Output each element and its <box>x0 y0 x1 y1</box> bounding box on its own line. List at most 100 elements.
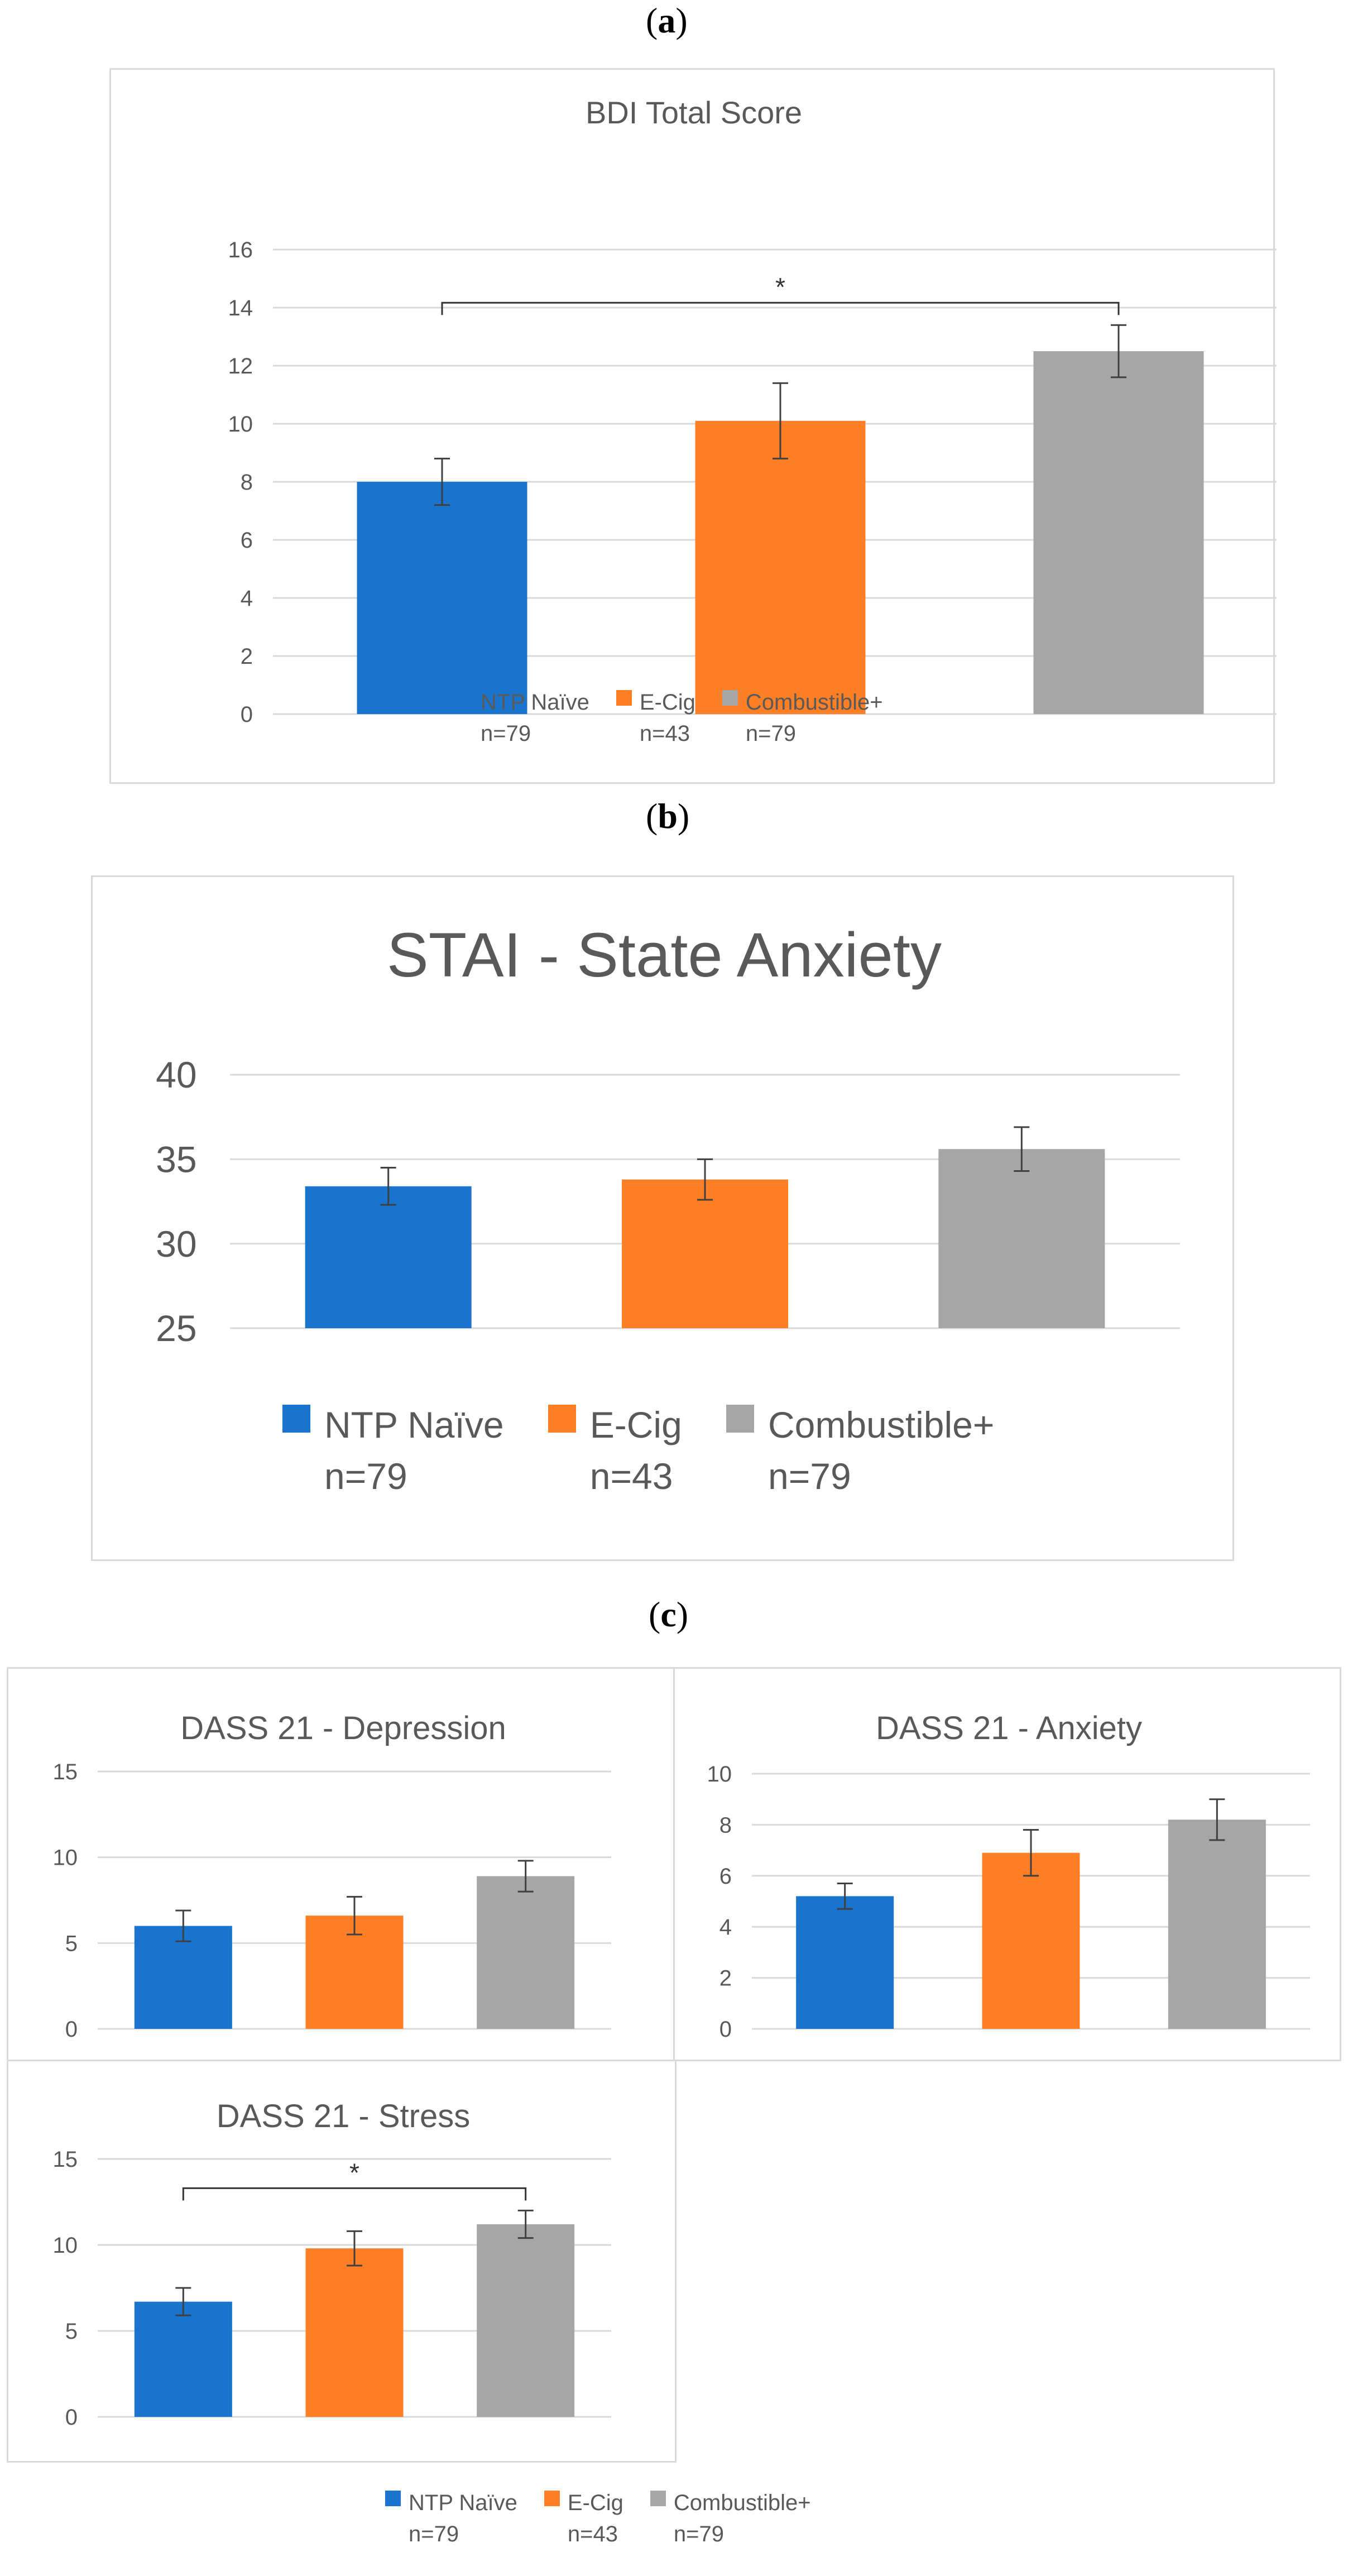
chart-title: DASS 21 - Depression <box>180 1710 506 1746</box>
bar-dass_stress-0 <box>134 2301 232 2417</box>
chart-title: STAI - State Anxiety <box>387 920 942 990</box>
significance-bracket <box>182 2187 527 2201</box>
legend-label: Combustible+ <box>673 2491 811 2515</box>
legend-sample-size: n=79 <box>745 721 797 746</box>
y-tick-label: 2 <box>241 644 253 669</box>
legend-sample-size: n=79 <box>481 721 531 746</box>
y-tick-label: 8 <box>719 1813 732 1837</box>
y-tick-label: 4 <box>241 586 253 611</box>
y-tick-label: 12 <box>228 354 253 379</box>
legend-dass: NTP Naïve n=79 E-Cig n=43 Combustible+ n=79 <box>385 2487 943 2571</box>
bar-stai-1 <box>622 1179 788 1328</box>
legend-item: Combustible+ n=79 <box>650 2487 811 2571</box>
y-tick-label: 8 <box>241 470 253 495</box>
y-tick-label: 6 <box>719 1864 732 1889</box>
y-tick-label: 10 <box>707 1762 732 1787</box>
legend-swatch <box>722 690 738 706</box>
significance-star: * <box>349 2158 359 2187</box>
legend-label: Combustible+ <box>745 690 883 715</box>
y-tick-label: 15 <box>53 1760 78 1784</box>
legend-swatch <box>616 690 632 706</box>
legend-item: NTP Naïve n=79 <box>385 2487 517 2571</box>
bar-dass_anx-0 <box>796 1896 894 2029</box>
y-tick-label: 14 <box>228 296 253 320</box>
legend-sample-size: n=79 <box>673 2522 725 2546</box>
bar-dass_stress-2 <box>477 2224 575 2417</box>
chart-dass-stress-svg: DASS 21 - Stress 0 5 10 15 * <box>53 2098 611 2430</box>
y-tick-label: 30 <box>156 1223 196 1265</box>
bar-bdi-1 <box>695 420 866 714</box>
legend-swatch <box>548 1404 576 1433</box>
legend-swatch <box>385 2491 401 2506</box>
chart-dass-anxiety: DASS 21 - Anxiety 0 2 4 6 8 10 <box>673 1667 1341 2061</box>
legend-sample-size: n=79 <box>409 2522 459 2546</box>
legend-swatch <box>282 1404 310 1433</box>
legend-item: Combustible+ n=79 <box>722 687 883 765</box>
y-tick-label: 40 <box>156 1054 196 1095</box>
y-tick-label: 4 <box>719 1915 732 1940</box>
legend-sample-size: n=43 <box>589 1455 673 1497</box>
bar-bdi-2 <box>1033 351 1204 714</box>
legend-label: E-Cig <box>639 690 695 715</box>
legend-sample-size: n=79 <box>324 1455 407 1497</box>
legend-item: NTP Naïve n=79 <box>282 1399 504 1533</box>
legend-item: NTP Naïve n=79 <box>457 687 589 765</box>
chart-dass-stress: DASS 21 - Stress 0 5 10 15 * <box>7 2060 677 2463</box>
panel-label-c: (c) <box>649 1595 689 1634</box>
bar-dass_dep-2 <box>477 1876 575 2029</box>
chart-dass-depression: DASS 21 - Depression 0 5 10 15 <box>7 1667 677 2061</box>
chart-title: DASS 21 - Anxiety <box>876 1710 1142 1746</box>
y-tick-label: 25 <box>156 1308 196 1349</box>
y-tick-label: 15 <box>53 2147 78 2172</box>
y-tick-label: 0 <box>65 2017 78 2042</box>
y-tick-label: 35 <box>156 1138 196 1180</box>
y-tick-label: 16 <box>228 238 253 262</box>
legend-label: NTP Naïve <box>409 2491 517 2515</box>
legend-label: Combustible+ <box>767 1404 995 1445</box>
legend-label: NTP Naïve <box>324 1404 504 1445</box>
bar-dass_dep-0 <box>134 1926 232 2029</box>
legend-label: E-Cig <box>589 1404 682 1445</box>
bar-stai-0 <box>305 1186 472 1328</box>
y-tick-label: 0 <box>65 2405 78 2430</box>
y-tick-label: 5 <box>65 1931 78 1956</box>
y-tick-label: 2 <box>719 1966 732 1991</box>
legend-sample-size: n=43 <box>639 721 690 746</box>
panel-label-a: (a) <box>646 1 688 40</box>
chart-stai-svg: STAI - State Anxiety 25 30 35 40 <box>156 920 1180 1349</box>
chart-title: BDI Total Score <box>586 95 802 130</box>
chart-title: DASS 21 - Stress <box>217 2098 470 2134</box>
legend-swatch <box>457 690 473 706</box>
y-tick-label: 10 <box>53 2233 78 2258</box>
legend-sample-size: n=43 <box>567 2522 618 2546</box>
legend-item: Combustible+ n=79 <box>726 1399 994 1533</box>
significance-bracket <box>441 301 1120 315</box>
significance-star: * <box>775 272 785 301</box>
legend-sample-size: n=79 <box>767 1455 851 1497</box>
chart-dass-depression-svg: DASS 21 - Depression 0 5 10 15 <box>53 1710 611 2042</box>
y-tick-label: 6 <box>241 528 253 553</box>
y-tick-label: 10 <box>228 412 253 437</box>
y-tick-label: 10 <box>53 1846 78 1870</box>
legend-bdi: NTP Naïve n=79 E-Cig n=43 Combustible+ n=79 <box>457 687 1015 765</box>
y-tick-label: 5 <box>65 2319 78 2344</box>
y-tick-label: 0 <box>241 702 253 727</box>
legend-label: NTP Naïve <box>481 690 589 715</box>
bar-dass_anx-2 <box>1168 1820 1266 2029</box>
chart-bdi-svg: BDI Total Score 0 2 4 6 8 10 12 14 16 * <box>228 95 1277 727</box>
legend-swatch <box>544 2491 560 2506</box>
bar-dass_stress-1 <box>305 2248 404 2417</box>
legend-item: E-Cig n=43 <box>616 687 695 765</box>
legend-item: E-Cig n=43 <box>548 1399 682 1533</box>
legend-label: E-Cig <box>567 2491 623 2515</box>
chart-stai-state-anxiety: STAI - State Anxiety 25 30 35 40 NTP Naïve n=… <box>91 875 1234 1561</box>
bar-dass_anx-1 <box>982 1852 1080 2029</box>
legend-swatch <box>726 1404 754 1433</box>
bar-stai-2 <box>938 1149 1105 1328</box>
panel-label-b: (b) <box>646 796 690 836</box>
chart-dass-anxiety-svg: DASS 21 - Anxiety 0 2 4 6 8 10 <box>707 1710 1310 2042</box>
legend-stai: NTP Naïve n=79 E-Cig n=43 Combustible+ n=79 <box>282 1399 1231 1533</box>
y-tick-label: 0 <box>719 2017 732 2042</box>
legend-item: E-Cig n=43 <box>544 2487 623 2571</box>
chart-bdi-total-score: BDI Total Score 0 2 4 6 8 10 12 14 16 * NTP Naïve n… <box>109 68 1277 784</box>
